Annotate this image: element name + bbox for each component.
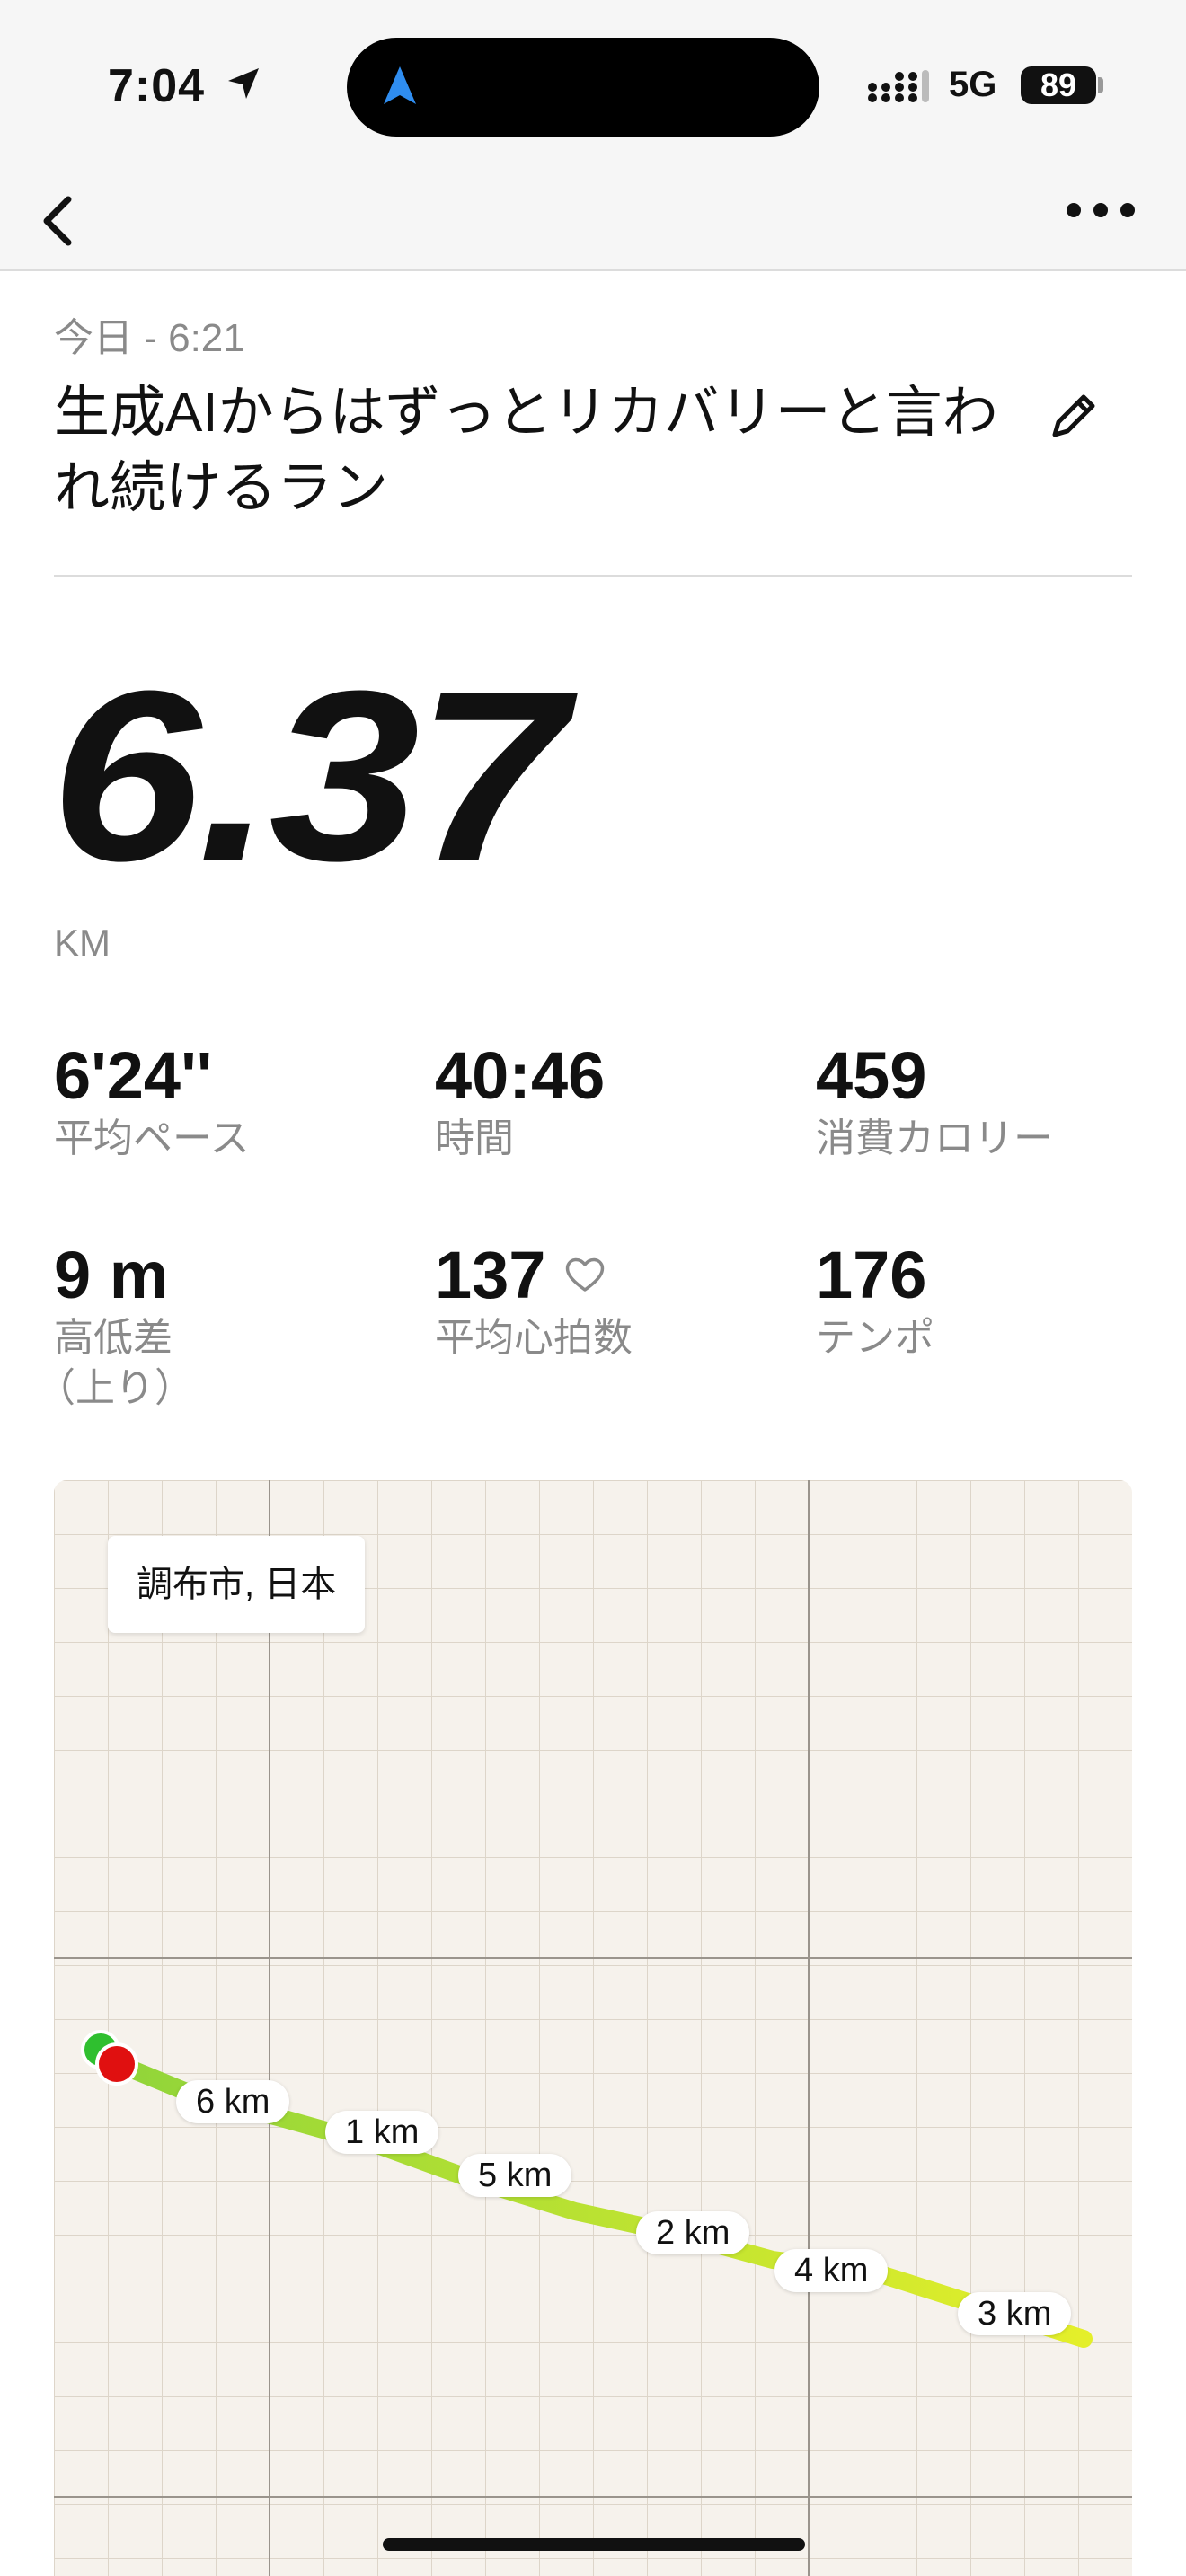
heart-icon	[565, 1257, 605, 1292]
home-indicator[interactable]	[383, 2538, 805, 2551]
time-label: 時間	[435, 1116, 514, 1160]
calories-label: 消費カロリー	[816, 1116, 1053, 1160]
km-marker: 6 km	[176, 2080, 290, 2123]
km-marker: 2 km	[636, 2211, 750, 2254]
location-label: 調布市, 日本	[108, 1536, 366, 1633]
time-value: 40:46	[435, 1038, 606, 1113]
distance-value: 6.37	[50, 641, 567, 912]
pace-label: 平均ペース	[54, 1116, 250, 1160]
pace-value: 6'24''	[54, 1038, 213, 1113]
calories-value: 459	[816, 1038, 927, 1113]
km-marker: 5 km	[458, 2154, 572, 2197]
cadence-value: 176	[816, 1238, 927, 1312]
back-button[interactable]	[27, 171, 108, 269]
end-marker	[95, 2042, 138, 2086]
navigation-arrow-icon	[384, 66, 416, 104]
km-marker: 1 km	[325, 2111, 439, 2154]
edit-pencil-icon[interactable]	[1042, 384, 1105, 447]
activity-title: 生成AIからはずっとリカバリーと言われ続けるラン	[54, 382, 998, 519]
km-marker: 3 km	[958, 2292, 1072, 2335]
heart-rate-value: 137	[435, 1238, 546, 1312]
elevation-label: 高低差	[54, 1316, 173, 1360]
dynamic-island	[347, 38, 819, 137]
header-divider	[54, 575, 1132, 577]
activity-date: 今日 - 6:21	[54, 316, 245, 360]
network-type: 5G	[949, 65, 997, 104]
route-map[interactable]	[54, 1480, 1132, 2576]
distance-unit: KM	[54, 922, 111, 964]
heart-rate-label: 平均心拍数	[435, 1316, 633, 1360]
status-time: 7:04	[108, 60, 206, 112]
battery-level: 89	[1021, 66, 1096, 104]
map-canvas	[54, 1480, 1132, 2576]
battery-tip	[1098, 77, 1103, 93]
km-marker: 4 km	[774, 2249, 889, 2292]
elevation-sublabel: （上り）	[36, 1366, 194, 1410]
cadence-label: テンポ	[816, 1316, 934, 1360]
signal-icon	[868, 70, 929, 102]
nav-bar	[0, 171, 1186, 271]
location-arrow-icon	[228, 68, 259, 99]
elevation-value: 9 m	[54, 1238, 169, 1312]
more-options-button[interactable]	[1060, 189, 1141, 251]
